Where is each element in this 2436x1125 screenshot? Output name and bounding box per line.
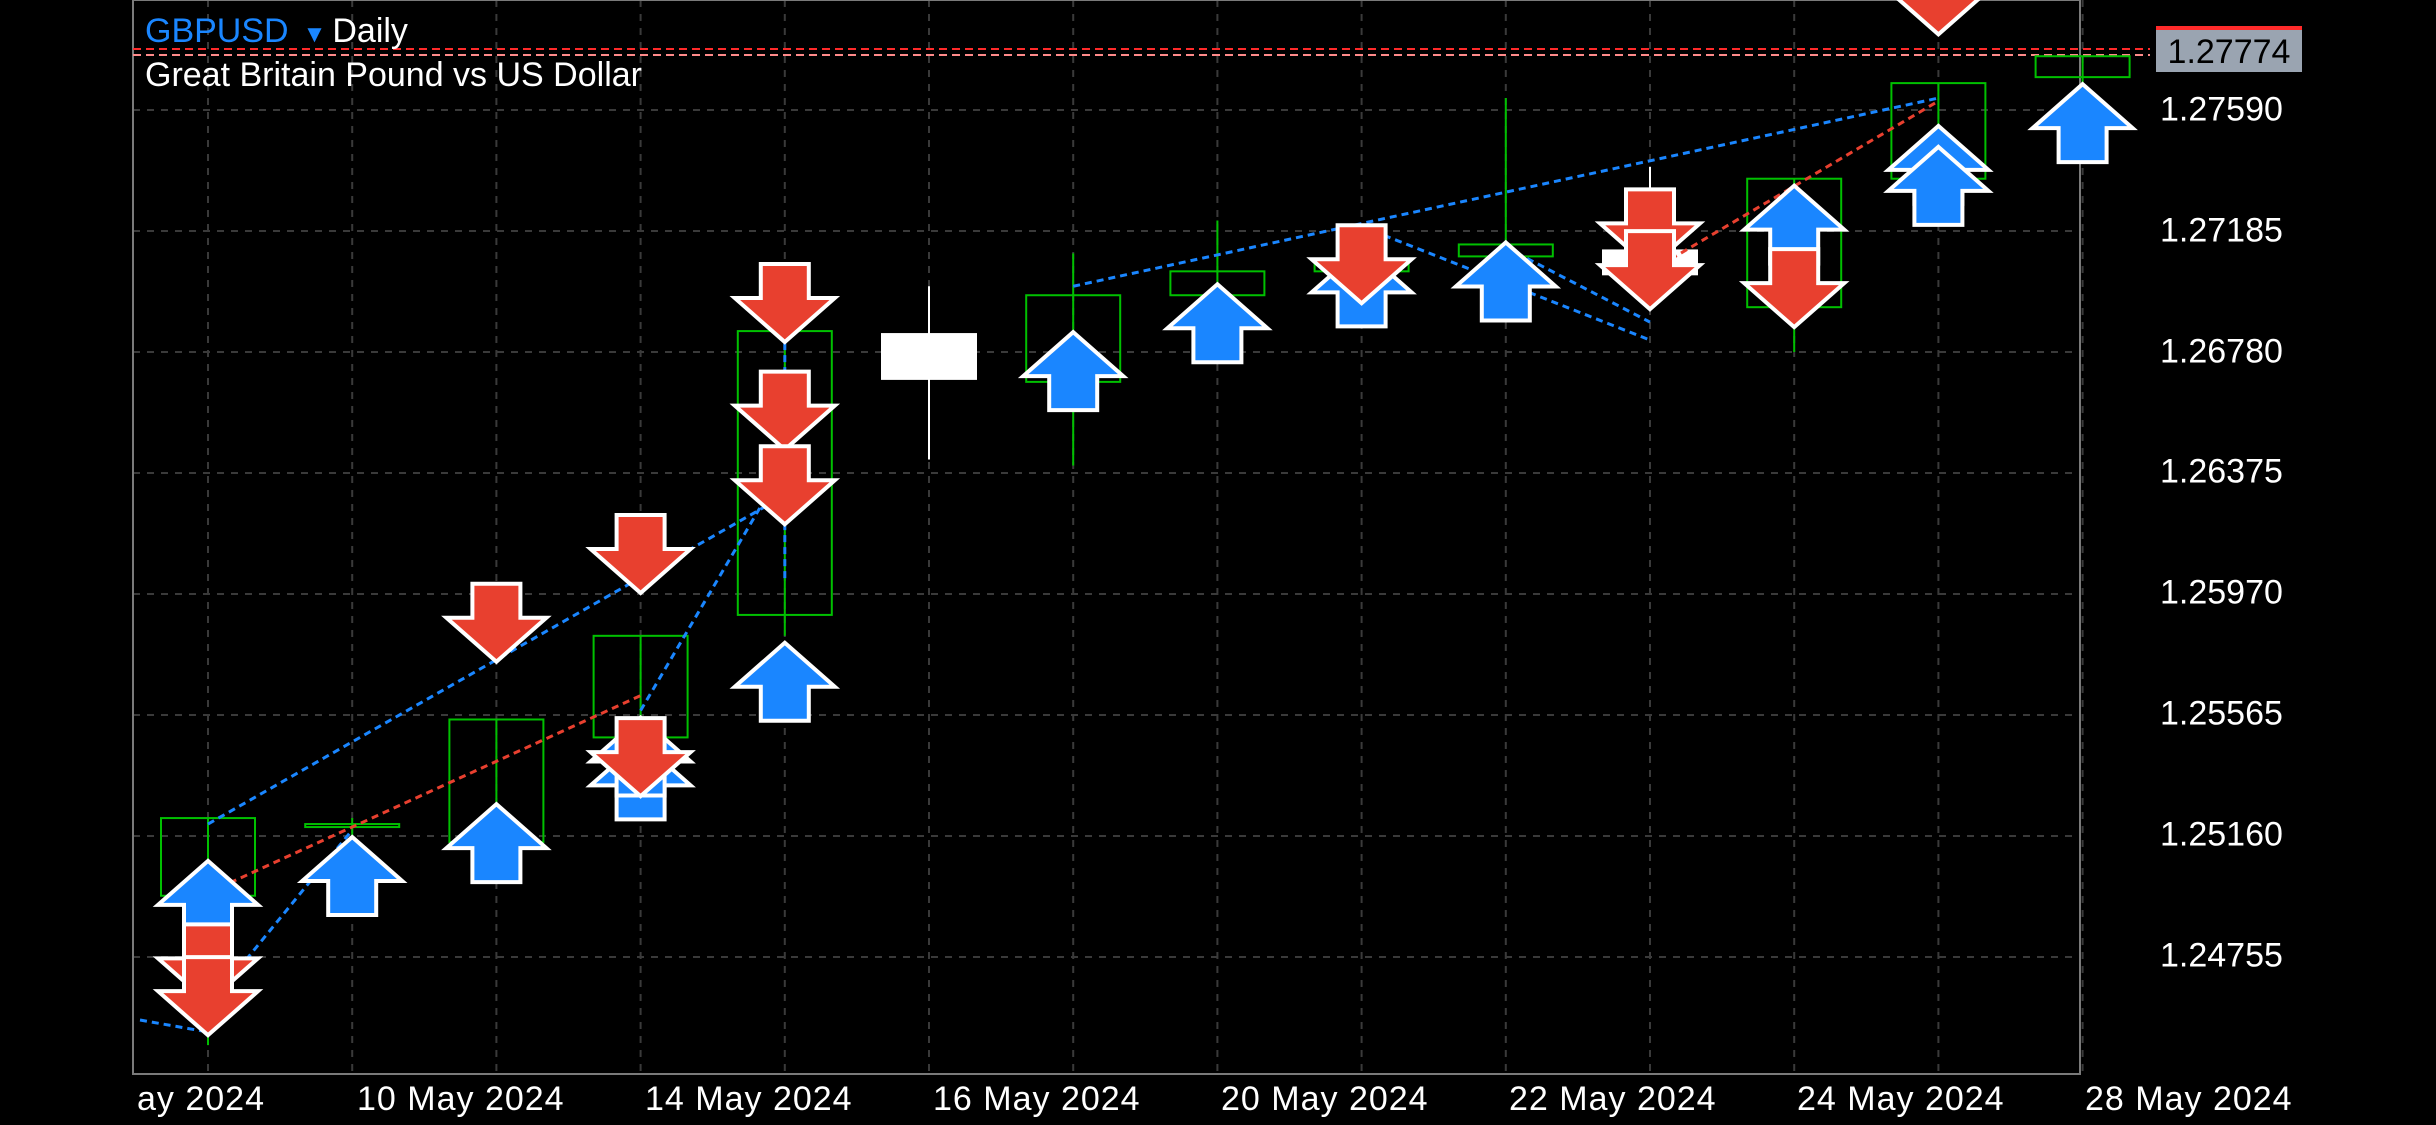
symbol-label[interactable]: GBPUSD [145,12,289,50]
y-tick-label: 1.26780 [2160,332,2283,371]
sell-arrow-icon [1738,247,1850,330]
x-tick-label: 10 May 2024 [357,1080,565,1118]
x-tick-label: ay 2024 [137,1080,265,1118]
x-tick-label: 22 May 2024 [1509,1080,1717,1118]
x-tick-label: 24 May 2024 [1797,1080,2005,1118]
sell-arrow-icon [729,262,841,345]
sell-arrow-icon [729,444,841,527]
buy-arrow-icon [441,801,552,885]
sell-arrow-icon [441,581,552,665]
sell-arrow-icon [1594,187,1706,271]
y-tick-label: 1.25160 [2160,815,2283,854]
trade-line [1361,225,1651,342]
sell-arrow-icon [585,716,696,799]
buy-arrow-icon [1017,329,1129,413]
y-tick-label: 1.25970 [2160,573,2283,612]
candle-body [881,333,977,380]
trade-line [1649,99,1940,273]
symbol-description: Great Britain Pound vs US Dollar [145,56,642,94]
trade-line [1072,96,1939,288]
buy-arrow-icon [1162,281,1273,365]
sell-arrow-icon [152,955,264,1038]
sell-arrow-icon [1896,0,1981,37]
x-tick-label: 14 May 2024 [645,1080,853,1118]
buy-arrow-icon [1450,239,1562,323]
buy-arrow-icon [729,640,841,723]
triangle-down-icon[interactable]: ▼ [302,21,327,48]
sell-arrow-icon [1594,229,1706,312]
x-tick-label: 20 May 2024 [1221,1080,1429,1118]
buy-arrow-icon [296,834,408,917]
trade-line [1505,246,1651,324]
y-tick-label: 1.25565 [2160,694,2283,733]
buy-arrow-icon [2027,81,2138,165]
buy-arrow-icon [1883,144,1994,227]
y-tick-label: 1.27590 [2160,90,2283,129]
chart-header: GBPUSD ▼ Daily [145,12,408,51]
chart-frame [132,0,2081,1075]
x-tick-label: 16 May 2024 [933,1080,1141,1118]
y-tick-label: 1.26375 [2160,452,2283,491]
candle-body [2034,55,2131,79]
y-tick-label: 1.27185 [2160,211,2283,250]
trade-line [207,694,642,895]
sell-arrow-icon [1306,223,1417,306]
timeframe-label[interactable]: Daily [332,12,408,50]
sell-arrow-icon [729,369,841,453]
sell-arrow-icon [585,513,696,596]
current-price-tag: 1.27774 [2156,30,2302,72]
x-tick-label: 28 May 2024 [2085,1080,2293,1118]
price-tag-marker [2156,26,2302,33]
y-tick-label: 1.24755 [2160,936,2283,975]
